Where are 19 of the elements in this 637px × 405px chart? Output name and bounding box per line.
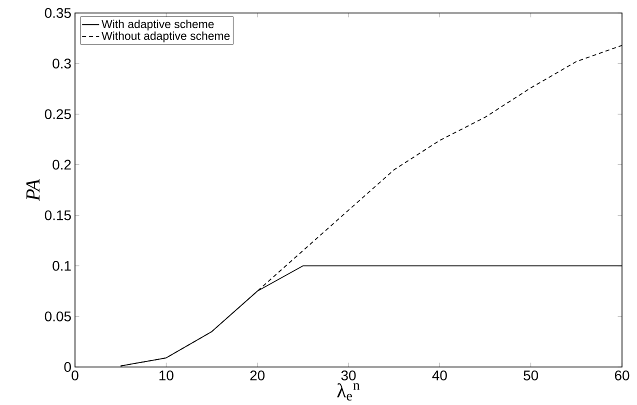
x-tick-label: 10 [159, 370, 174, 380]
x-tick-label: 60 [614, 370, 630, 380]
x-tick-label: 40 [432, 370, 447, 380]
y-axis-title: PA [26, 179, 40, 201]
legend-label: Without adaptive scheme [102, 32, 230, 42]
y-tick-label: 0.3 [52, 58, 71, 69]
y-tick-label: 0.25 [44, 109, 71, 120]
x-tick-label: 20 [250, 370, 265, 380]
x-tick-label: 0 [72, 370, 78, 380]
legend-label: With adaptive scheme [102, 20, 214, 30]
y-tick-label: 0.35 [44, 8, 71, 18]
y-tick-label: 0.15 [44, 210, 71, 220]
x-tick-label: 50 [524, 370, 538, 380]
x-tick-label: 30 [341, 370, 356, 380]
y-tick-label: 0.2 [52, 160, 71, 170]
y-tick-label: 0.1 [52, 260, 71, 271]
x-axis-title: λ$_{e}$n [337, 383, 360, 401]
y-tick-label: 0.05 [44, 311, 71, 322]
y-tick-label: 0 [64, 362, 71, 372]
